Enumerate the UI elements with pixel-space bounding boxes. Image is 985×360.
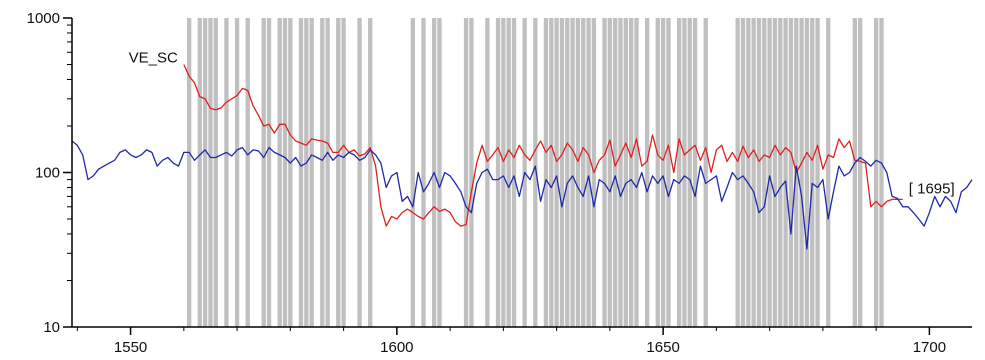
x-tick-label: 1600: [380, 339, 413, 355]
shaded-band: [687, 18, 692, 327]
y-tick-label: 1000: [27, 10, 60, 27]
shaded-band: [325, 18, 330, 327]
shaded-band: [618, 18, 623, 327]
shaded-band: [740, 18, 746, 327]
shaded-band: [186, 18, 192, 327]
shaded-band: [309, 18, 314, 327]
shaded-band: [826, 18, 831, 327]
shaded-band: [804, 18, 810, 327]
shaded-band: [559, 18, 565, 327]
shaded-band: [304, 18, 309, 327]
shaded-band: [277, 18, 282, 327]
shaded-band: [266, 18, 272, 327]
shaded-band: [336, 18, 341, 327]
shaded-band: [261, 18, 266, 327]
series-line-0: [183, 64, 903, 227]
shaded-band: [623, 18, 629, 327]
shaded-band: [575, 18, 581, 327]
series-lines: [71, 64, 973, 250]
shaded-bands: [186, 18, 884, 327]
series-line-1: [71, 140, 973, 250]
shaded-band: [485, 18, 490, 327]
shaded-band: [676, 18, 682, 327]
shaded-band: [751, 18, 756, 327]
shaded-band: [692, 18, 698, 327]
shaded-band: [655, 18, 660, 327]
shaded-band: [208, 18, 213, 327]
shaded-band: [533, 18, 538, 327]
shaded-band: [602, 18, 607, 327]
shaded-band: [245, 18, 250, 327]
shaded-band: [469, 18, 474, 327]
shaded-band: [634, 18, 639, 327]
series-label-1695: [ 1695]: [909, 180, 955, 197]
shaded-band: [756, 18, 762, 327]
shaded-band: [357, 18, 362, 327]
shaded-band: [607, 18, 613, 327]
shaded-band: [581, 18, 586, 327]
shaded-band: [586, 18, 591, 327]
shaded-band: [772, 18, 778, 327]
shaded-band: [810, 18, 815, 327]
shaded-band: [570, 18, 575, 327]
series-label-ve-sc: VE_SC: [129, 50, 178, 67]
shaded-band: [224, 18, 229, 327]
shaded-band: [644, 18, 650, 327]
shaded-band: [746, 18, 751, 327]
shaded-band: [495, 18, 501, 327]
shaded-band: [511, 18, 517, 327]
shaded-band: [368, 18, 373, 327]
shaded-band: [815, 18, 820, 327]
shaded-band: [543, 18, 549, 327]
shaded-band: [197, 18, 202, 327]
y-tick-label: 100: [35, 165, 60, 182]
shaded-band: [437, 18, 442, 327]
shaded-band: [320, 18, 325, 327]
shaded-band: [298, 18, 304, 327]
shaded-band: [613, 18, 618, 327]
x-tick-label: 1550: [114, 339, 147, 355]
shaded-band: [629, 18, 634, 327]
shaded-band: [501, 18, 506, 327]
shaded-band: [682, 18, 687, 327]
shaded-band: [234, 18, 240, 327]
shaded-band: [660, 18, 666, 327]
shaded-band: [554, 18, 559, 327]
shaded-band: [410, 18, 415, 327]
shaded-band: [762, 18, 767, 327]
shaded-band: [879, 18, 884, 327]
shaded-band: [565, 18, 570, 327]
shaded-band: [735, 18, 740, 327]
shaded-band: [202, 18, 208, 327]
shaded-band: [783, 18, 788, 327]
shaded-band: [549, 18, 554, 327]
shaded-band: [799, 18, 804, 327]
shaded-band: [506, 18, 511, 327]
tick-labels: 10 100 1000 1550 1600 1650 1700: [27, 10, 946, 356]
shaded-band: [282, 18, 288, 327]
x-tick-label: 1650: [646, 339, 679, 355]
series-labels: VE_SC [ 1695]: [129, 50, 955, 198]
shaded-band: [288, 18, 293, 327]
shaded-band: [463, 18, 469, 327]
x-tick-label: 1700: [913, 339, 946, 355]
shaded-band: [767, 18, 772, 327]
shaded-band: [421, 18, 426, 327]
shaded-band: [858, 18, 863, 327]
shaded-band: [213, 18, 218, 327]
shaded-band: [778, 18, 783, 327]
shaded-band: [788, 18, 794, 327]
shaded-band: [703, 18, 708, 327]
shaded-band: [666, 18, 671, 327]
shaded-band: [852, 18, 858, 327]
tick-marks: [63, 17, 931, 335]
shaded-band: [873, 18, 879, 327]
y-tick-label: 10: [43, 319, 60, 336]
shaded-band: [341, 18, 346, 327]
